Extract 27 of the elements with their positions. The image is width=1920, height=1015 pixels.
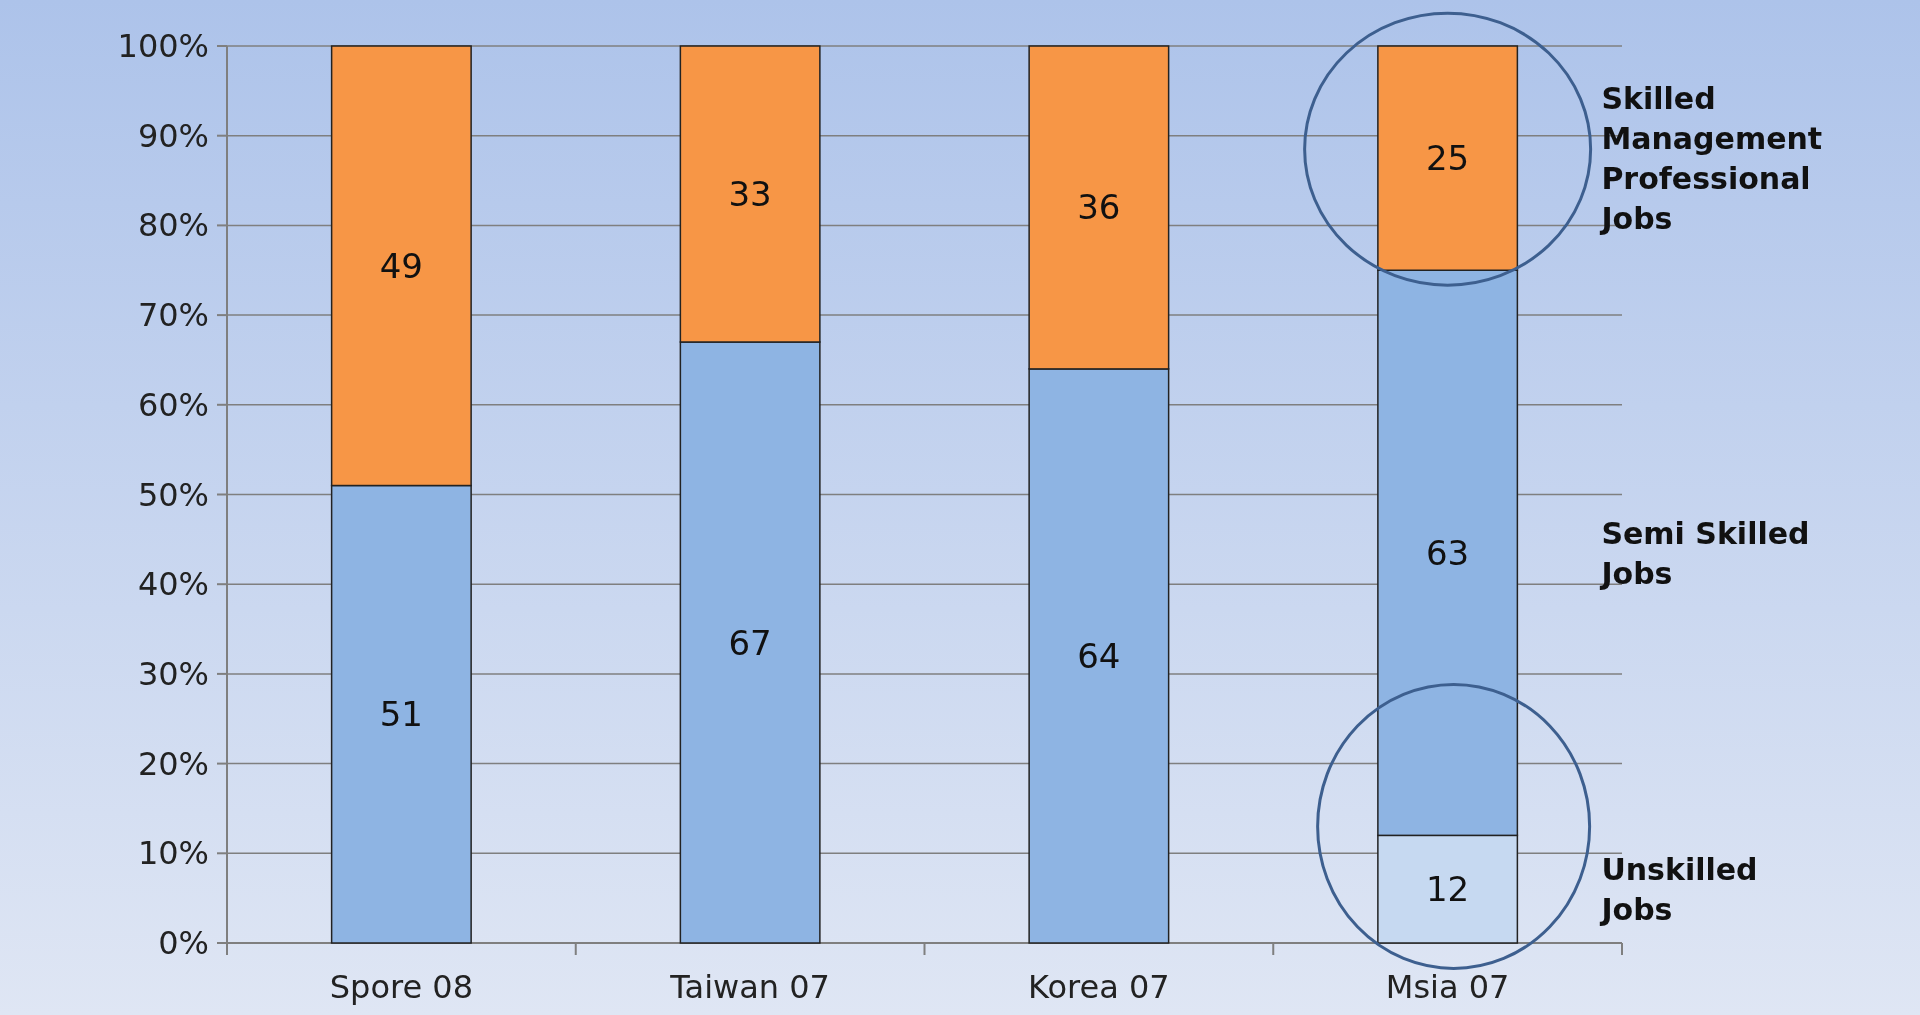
y-tick-label: 30% [137, 654, 209, 693]
y-tick-label: 80% [137, 206, 209, 245]
y-tick-label: 10% [137, 834, 209, 873]
y-tick-label: 70% [137, 296, 209, 335]
y-tick-label: 90% [137, 116, 209, 155]
x-tick-label: Msia 07 [1385, 968, 1510, 1006]
text: Unskilled Jobs [1599, 851, 1758, 927]
data-label: 12 [1425, 869, 1470, 910]
data-label: 63 [1425, 532, 1470, 573]
y-tick-label: 60% [137, 385, 209, 424]
y-tick-label: 40% [137, 565, 209, 604]
data-label: 36 [1077, 187, 1121, 228]
text: Skilled Management Professional Jobs [1599, 80, 1823, 236]
x-tick-label: Korea 07 [1028, 968, 1170, 1006]
data-label: 33 [728, 174, 772, 215]
y-tick-label: 0% [158, 924, 209, 962]
x-tick-label: Spore 08 [329, 968, 473, 1006]
data-label: 64 [1077, 635, 1121, 676]
data-label: 51 [379, 694, 424, 735]
data-label: 25 [1425, 138, 1470, 179]
text: Semi Skilled Jobs [1599, 515, 1810, 591]
y-tick-label: 50% [137, 475, 209, 514]
y-tick-label: 100% [117, 27, 209, 65]
x-tick-label: Taiwan 07 [669, 968, 830, 1006]
data-label: 49 [379, 245, 424, 286]
data-label: 67 [728, 622, 772, 663]
y-tick-label: 20% [137, 744, 209, 783]
